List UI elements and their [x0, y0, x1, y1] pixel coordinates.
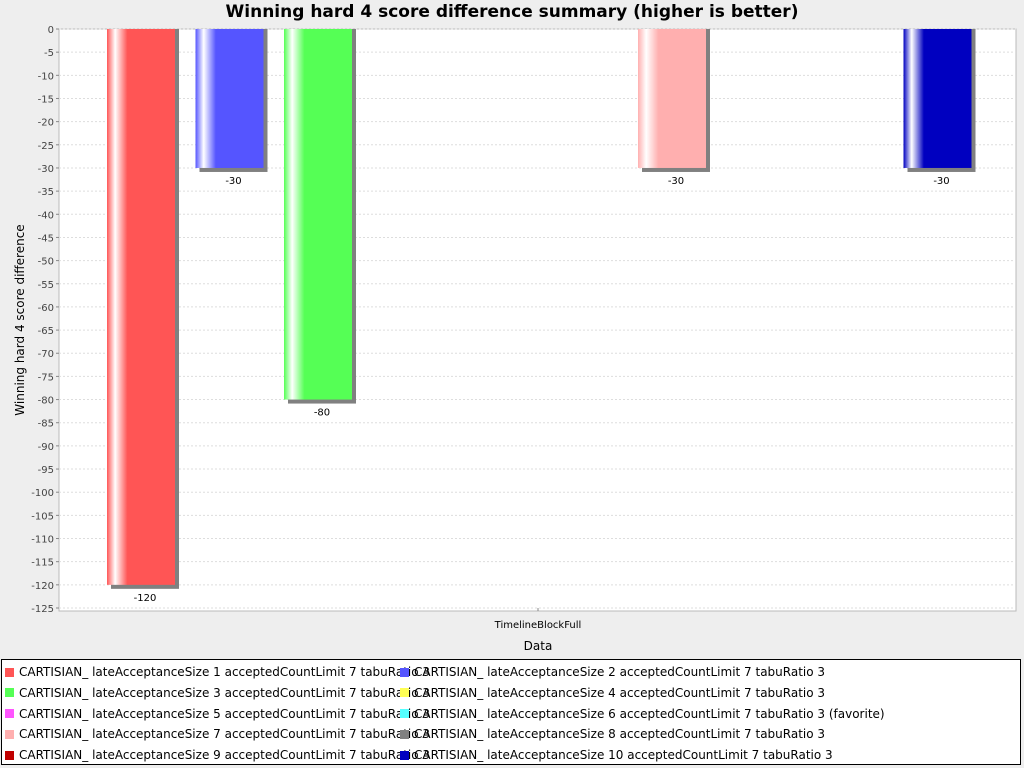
y-tick-label: -25	[38, 141, 54, 152]
bar-7	[638, 29, 706, 168]
y-tick-label: -85	[38, 419, 54, 430]
bar-value-label: -80	[314, 408, 330, 419]
legend-item: CARTISIAN_ lateAcceptanceSize 8 accepted…	[400, 724, 825, 744]
legend-swatch	[400, 688, 409, 698]
legend-label: CARTISIAN_ lateAcceptanceSize 2 accepted…	[414, 665, 826, 679]
legend-label: CARTISIAN_ lateAcceptanceSize 10 accepte…	[414, 748, 833, 763]
legend-label: CARTISIAN_ lateAcceptanceSize 9 accepted…	[19, 748, 431, 763]
y-tick-label: -10	[38, 71, 54, 82]
legend-swatch	[5, 729, 14, 739]
x-tick-label: TimelineBlockFull	[494, 620, 582, 631]
y-tick-label: -55	[38, 280, 54, 291]
y-tick-label: -15	[38, 94, 54, 105]
legend-swatch	[400, 729, 409, 739]
legend-item: CARTISIAN_ lateAcceptanceSize 9 accepted…	[5, 745, 430, 765]
legend-item: CARTISIAN_ lateAcceptanceSize 4 accepted…	[400, 683, 825, 703]
bar-1	[107, 29, 175, 585]
y-tick-label: -60	[38, 303, 54, 314]
y-tick-label: -80	[38, 396, 54, 407]
legend-swatch	[400, 750, 409, 760]
legend-label: CARTISIAN_ lateAcceptanceSize 3 accepted…	[19, 685, 431, 700]
legend-label: CARTISIAN_ lateAcceptanceSize 1 accepted…	[19, 665, 431, 679]
y-tick-label: -105	[31, 511, 54, 522]
y-tick-label: -40	[38, 210, 54, 221]
bar-3	[284, 29, 352, 400]
y-tick-label: -100	[31, 488, 54, 499]
legend-swatch	[5, 750, 14, 760]
bar-value-label: -30	[225, 176, 241, 187]
bar-2	[195, 29, 264, 168]
y-tick-label: -90	[38, 442, 54, 453]
legend-item: CARTISIAN_ lateAcceptanceSize 3 accepted…	[5, 683, 430, 703]
legend-label: CARTISIAN_ lateAcceptanceSize 5 accepted…	[19, 706, 431, 721]
y-tick-label: -65	[38, 326, 54, 337]
legend-swatch	[5, 709, 14, 719]
legend-item: CARTISIAN_ lateAcceptanceSize 7 accepted…	[5, 724, 430, 744]
y-tick-label: -110	[31, 535, 54, 546]
bar-10	[903, 29, 972, 168]
legend-item: CARTISIAN_ lateAcceptanceSize 6 accepted…	[400, 704, 885, 724]
y-tick-label: -75	[38, 372, 54, 383]
legend-item: CARTISIAN_ lateAcceptanceSize 1 accepted…	[5, 662, 430, 682]
y-tick-label: -50	[38, 257, 54, 268]
y-tick-label: -30	[38, 164, 54, 175]
y-axis-label: Winning hard 4 score difference	[13, 224, 27, 415]
legend-label: CARTISIAN_ lateAcceptanceSize 6 accepted…	[414, 706, 885, 721]
legend-label: CARTISIAN_ lateAcceptanceSize 4 accepted…	[414, 685, 826, 700]
y-tick-label: 0	[48, 25, 54, 36]
bar-value-label: -30	[933, 176, 949, 187]
legend-item: CARTISIAN_ lateAcceptanceSize 5 accepted…	[5, 704, 430, 724]
chart-title: Winning hard 4 score difference summary …	[225, 2, 799, 22]
y-tick-label: -120	[31, 581, 54, 592]
y-tick-label: -125	[31, 604, 54, 615]
legend-label: CARTISIAN_ lateAcceptanceSize 8 accepted…	[414, 727, 826, 742]
legend-swatch	[5, 667, 14, 677]
x-axis-label: Data	[524, 639, 553, 653]
y-tick-label: -70	[38, 349, 54, 360]
y-tick-label: -5	[44, 48, 54, 59]
y-tick-label: -45	[38, 233, 54, 244]
y-tick-label: -115	[31, 558, 54, 569]
y-tick-label: -35	[38, 187, 54, 198]
chart-legend: CARTISIAN_ lateAcceptanceSize 1 accepted…	[1, 659, 1021, 765]
legend-swatch	[400, 667, 409, 677]
legend-item: CARTISIAN_ lateAcceptanceSize 2 accepted…	[400, 662, 825, 682]
bar-value-label: -30	[668, 176, 684, 187]
legend-swatch	[5, 688, 14, 698]
legend-item: CARTISIAN_ lateAcceptanceSize 10 accepte…	[400, 745, 833, 765]
bar-value-label: -120	[134, 593, 157, 604]
legend-swatch	[400, 709, 409, 719]
chart-plot: 0 -5 -10 -15 -20 -25 -30 -35 -40 -45 -50 -55 -60 -65 -…	[13, 25, 1017, 653]
y-tick-label: -20	[38, 118, 54, 129]
legend-label: CARTISIAN_ lateAcceptanceSize 7 accepted…	[19, 727, 431, 742]
y-tick-label: -95	[38, 465, 54, 476]
